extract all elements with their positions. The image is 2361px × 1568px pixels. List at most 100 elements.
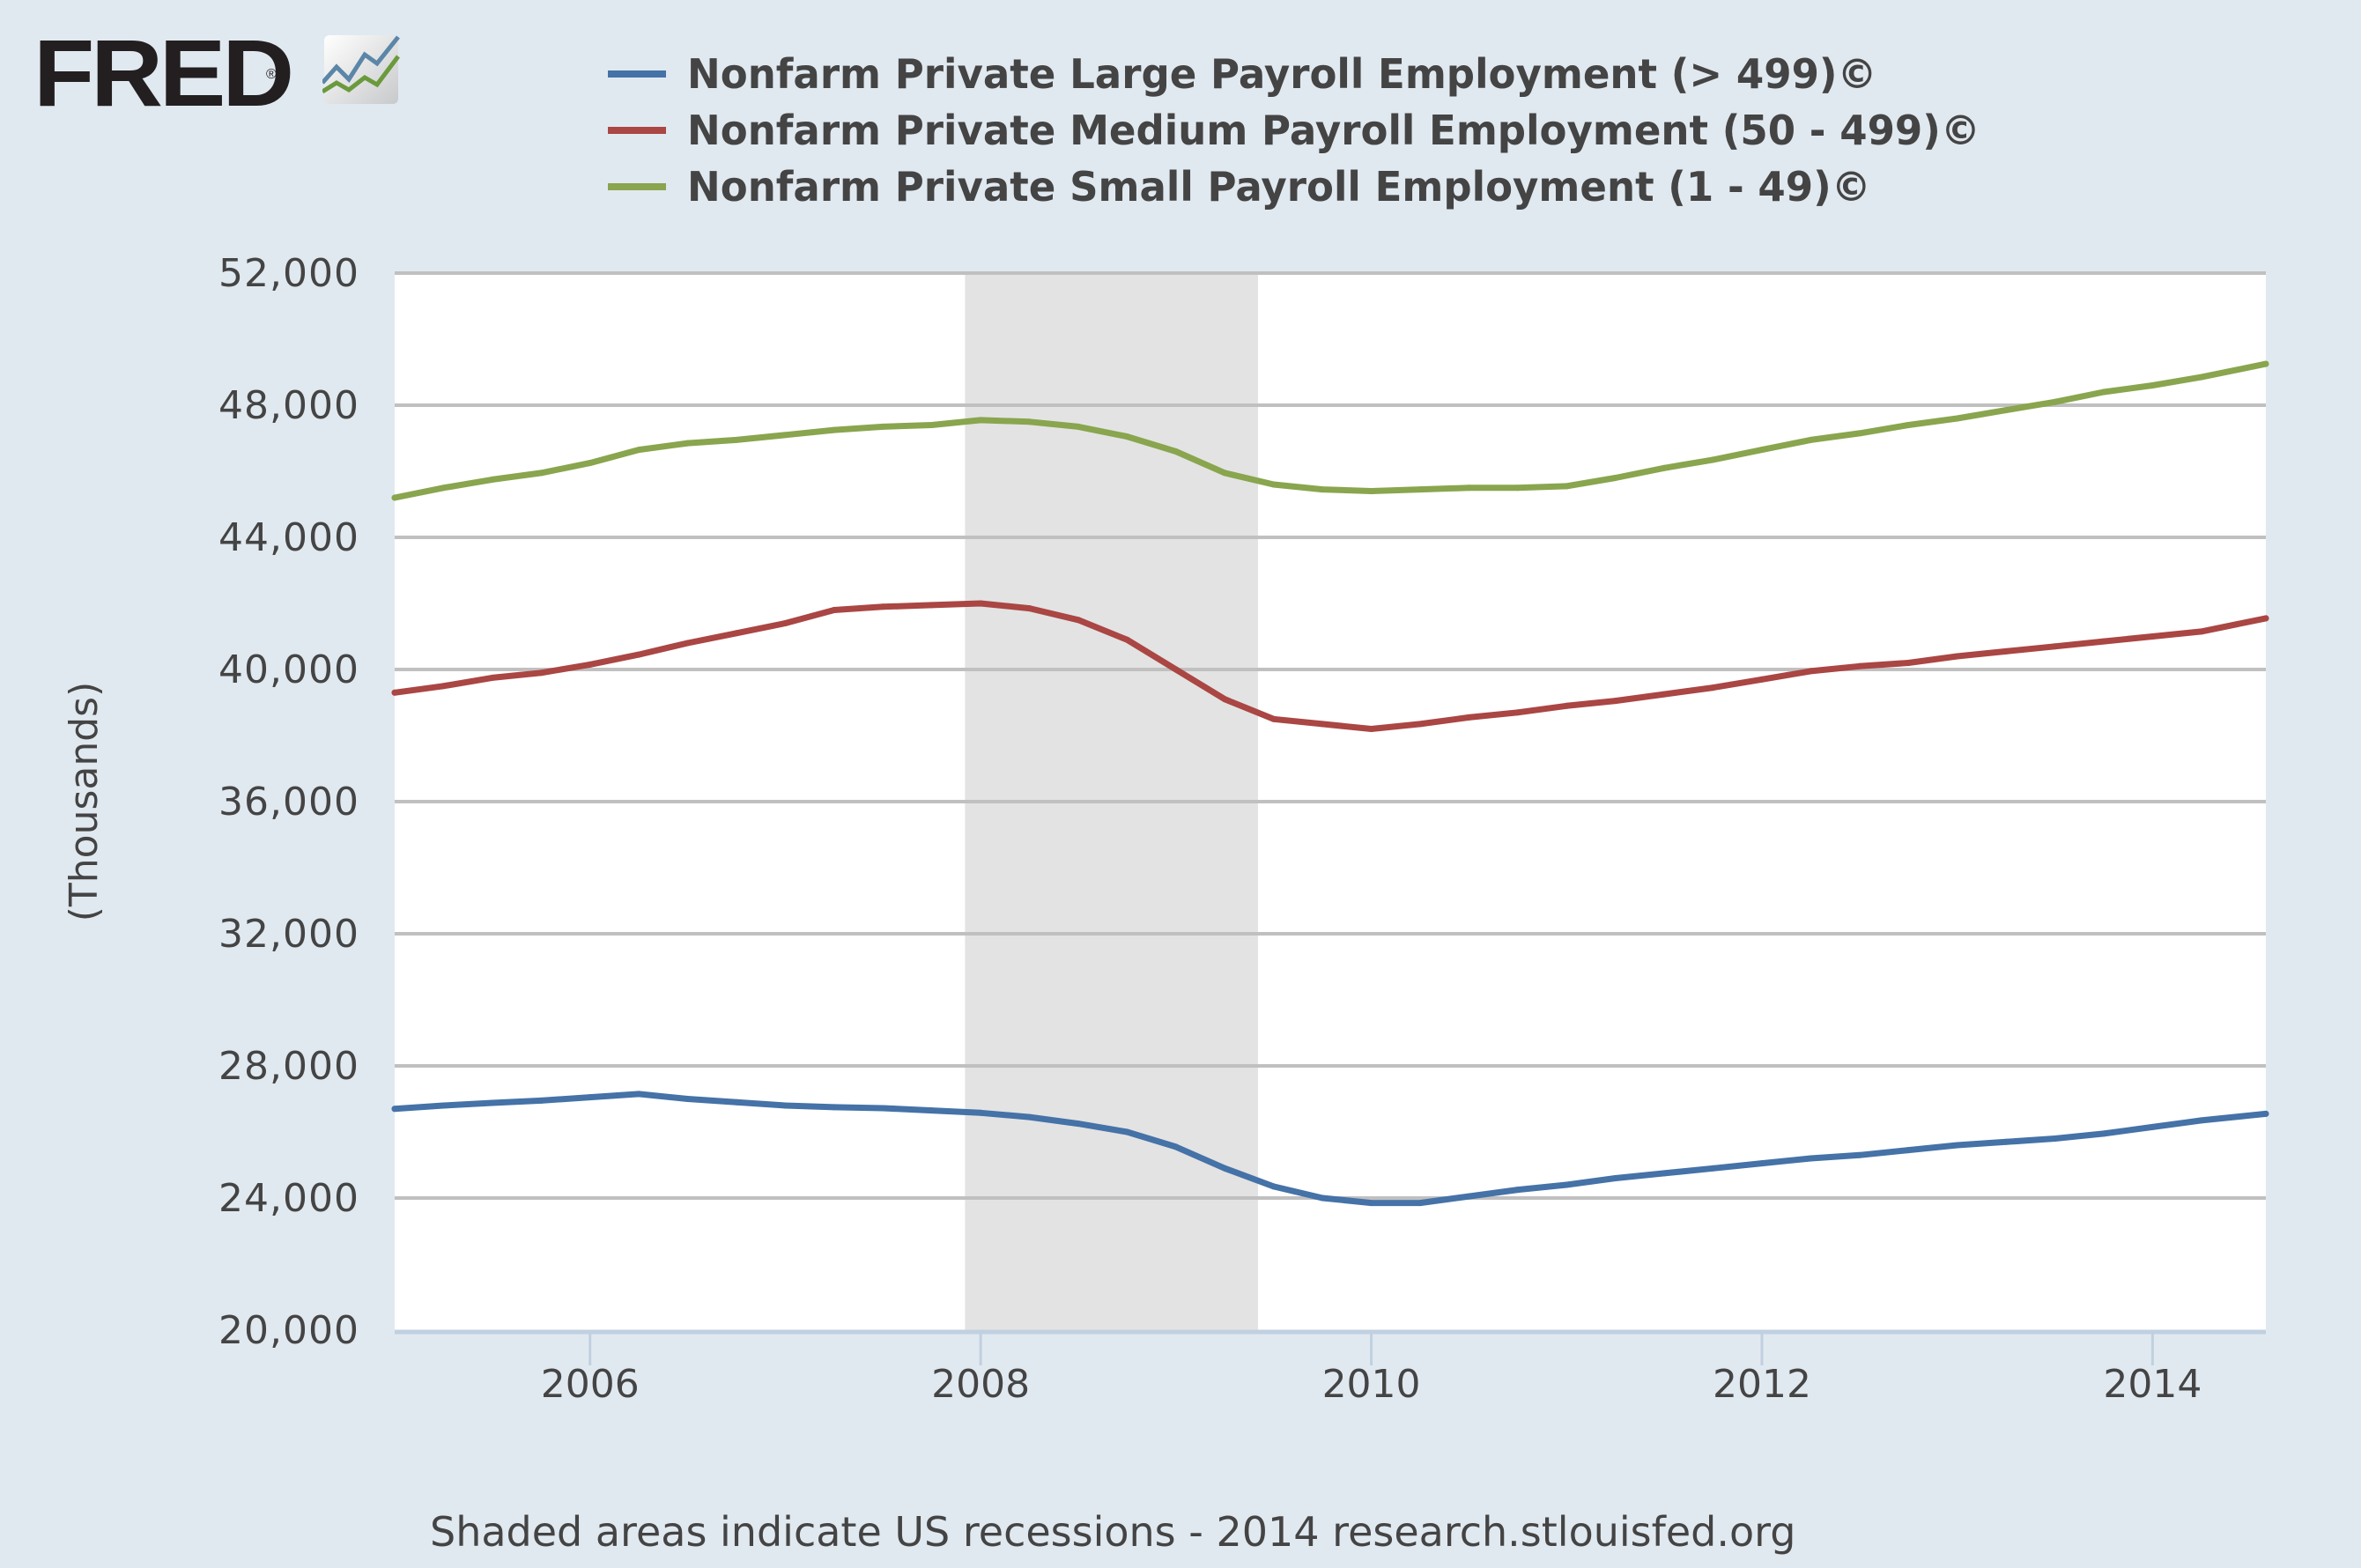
- legend: Nonfarm Private Large Payroll Employment…: [608, 46, 2007, 215]
- data-point: [879, 603, 886, 610]
- data-point: [1514, 709, 1521, 716]
- legend-item-medium[interactable]: Nonfarm Private Medium Payroll Employmen…: [608, 102, 2007, 159]
- data-point: [1319, 1194, 1326, 1202]
- data-point: [1270, 481, 1277, 488]
- data-point: [2198, 628, 2205, 635]
- data-point: [2052, 643, 2059, 650]
- data-point: [1954, 415, 1961, 422]
- data-point: [2100, 1130, 2107, 1137]
- data-point: [1319, 486, 1326, 493]
- y-tick-label: 20,000: [218, 1308, 359, 1353]
- data-point: [1514, 1187, 1521, 1194]
- data-point: [831, 607, 838, 613]
- data-point: [2002, 1138, 2009, 1145]
- data-point: [1075, 617, 1082, 624]
- data-point: [1075, 1121, 1082, 1128]
- legend-label-small: Nonfarm Private Small Payroll Employment…: [687, 163, 1871, 211]
- data-point: [1758, 676, 1765, 683]
- data-point: [2262, 360, 2269, 367]
- data-point: [977, 417, 984, 424]
- data-point: [1758, 1160, 1765, 1167]
- data-point: [1221, 696, 1228, 703]
- data-point: [1710, 456, 1717, 463]
- x-tick-label: 2006: [541, 1362, 640, 1407]
- data-point: [1563, 702, 1570, 709]
- data-point: [440, 484, 447, 492]
- y-tick-label: 24,000: [218, 1176, 359, 1221]
- data-point: [1661, 464, 1668, 471]
- x-axis: [395, 1329, 2266, 1365]
- data-point: [587, 1094, 594, 1101]
- data-point: [1123, 1128, 1130, 1135]
- data-point: [537, 470, 544, 477]
- data-point: [1661, 1170, 1668, 1177]
- y-axis-title: (Thousands): [62, 682, 107, 922]
- y-tick-label: 28,000: [218, 1044, 359, 1089]
- data-point: [2052, 1135, 2059, 1142]
- data-point: [1368, 488, 1375, 494]
- data-point: [781, 432, 788, 439]
- data-point: [1026, 1113, 1033, 1121]
- data-point: [587, 460, 594, 467]
- data-point: [1661, 691, 1668, 698]
- data-point: [1417, 721, 1424, 728]
- data-point: [537, 1097, 544, 1104]
- data-point: [391, 689, 398, 696]
- data-point: [1173, 448, 1180, 455]
- data-point: [1954, 653, 1961, 660]
- data-point: [1417, 1200, 1424, 1207]
- registered-mark: ®: [266, 67, 277, 82]
- data-point: [1368, 726, 1375, 732]
- data-point: [1123, 636, 1130, 643]
- chart-line-icon: [322, 35, 400, 104]
- data-point: [391, 1106, 398, 1113]
- data-point: [440, 1102, 447, 1109]
- x-tick-label: 2012: [1713, 1362, 1811, 1407]
- legend-item-large[interactable]: Nonfarm Private Large Payroll Employment…: [608, 46, 2007, 102]
- data-point: [2262, 615, 2269, 622]
- data-point: [1807, 436, 1814, 443]
- y-tick-label: 32,000: [218, 912, 359, 957]
- data-point: [1856, 662, 1863, 669]
- data-point: [1123, 433, 1130, 440]
- y-tick-label: 44,000: [218, 515, 359, 560]
- data-point: [2052, 398, 2059, 405]
- data-point: [1465, 484, 1472, 492]
- x-axis-labels: 2006 2008 2010 2012 2014: [541, 1362, 2202, 1407]
- data-point: [929, 422, 936, 428]
- fred-logo: FRED: [33, 26, 294, 121]
- data-point: [1905, 660, 1912, 666]
- data-point: [1612, 698, 1619, 705]
- data-point: [2100, 388, 2107, 396]
- data-point: [1270, 715, 1277, 722]
- data-point: [929, 1107, 936, 1114]
- data-point: [1954, 1142, 1961, 1149]
- data-point: [2149, 382, 2156, 388]
- data-point: [1417, 486, 1424, 493]
- data-point: [733, 630, 740, 637]
- data-point: [1173, 666, 1180, 673]
- legend-swatch-large: [608, 70, 666, 78]
- series-layer: [391, 360, 2269, 1207]
- data-point: [831, 426, 838, 433]
- legend-swatch-medium: [608, 127, 666, 134]
- data-point: [1221, 470, 1228, 477]
- data-point: [635, 447, 642, 454]
- data-point: [1514, 484, 1521, 492]
- legend-swatch-small: [608, 183, 666, 190]
- legend-label-large: Nonfarm Private Large Payroll Employment…: [687, 50, 1877, 98]
- legend-item-small[interactable]: Nonfarm Private Small Payroll Employment…: [608, 159, 2007, 215]
- data-point: [685, 640, 692, 647]
- data-point: [1612, 1175, 1619, 1181]
- data-point: [879, 1105, 886, 1112]
- data-point: [2002, 407, 2009, 414]
- y-tick-label: 40,000: [218, 647, 359, 692]
- data-point: [1758, 447, 1765, 454]
- data-point: [1905, 422, 1912, 428]
- data-point: [1465, 714, 1472, 721]
- data-point: [1465, 1193, 1472, 1200]
- y-tick-label: 36,000: [218, 780, 359, 825]
- data-point: [1710, 1165, 1717, 1172]
- data-point: [733, 1098, 740, 1106]
